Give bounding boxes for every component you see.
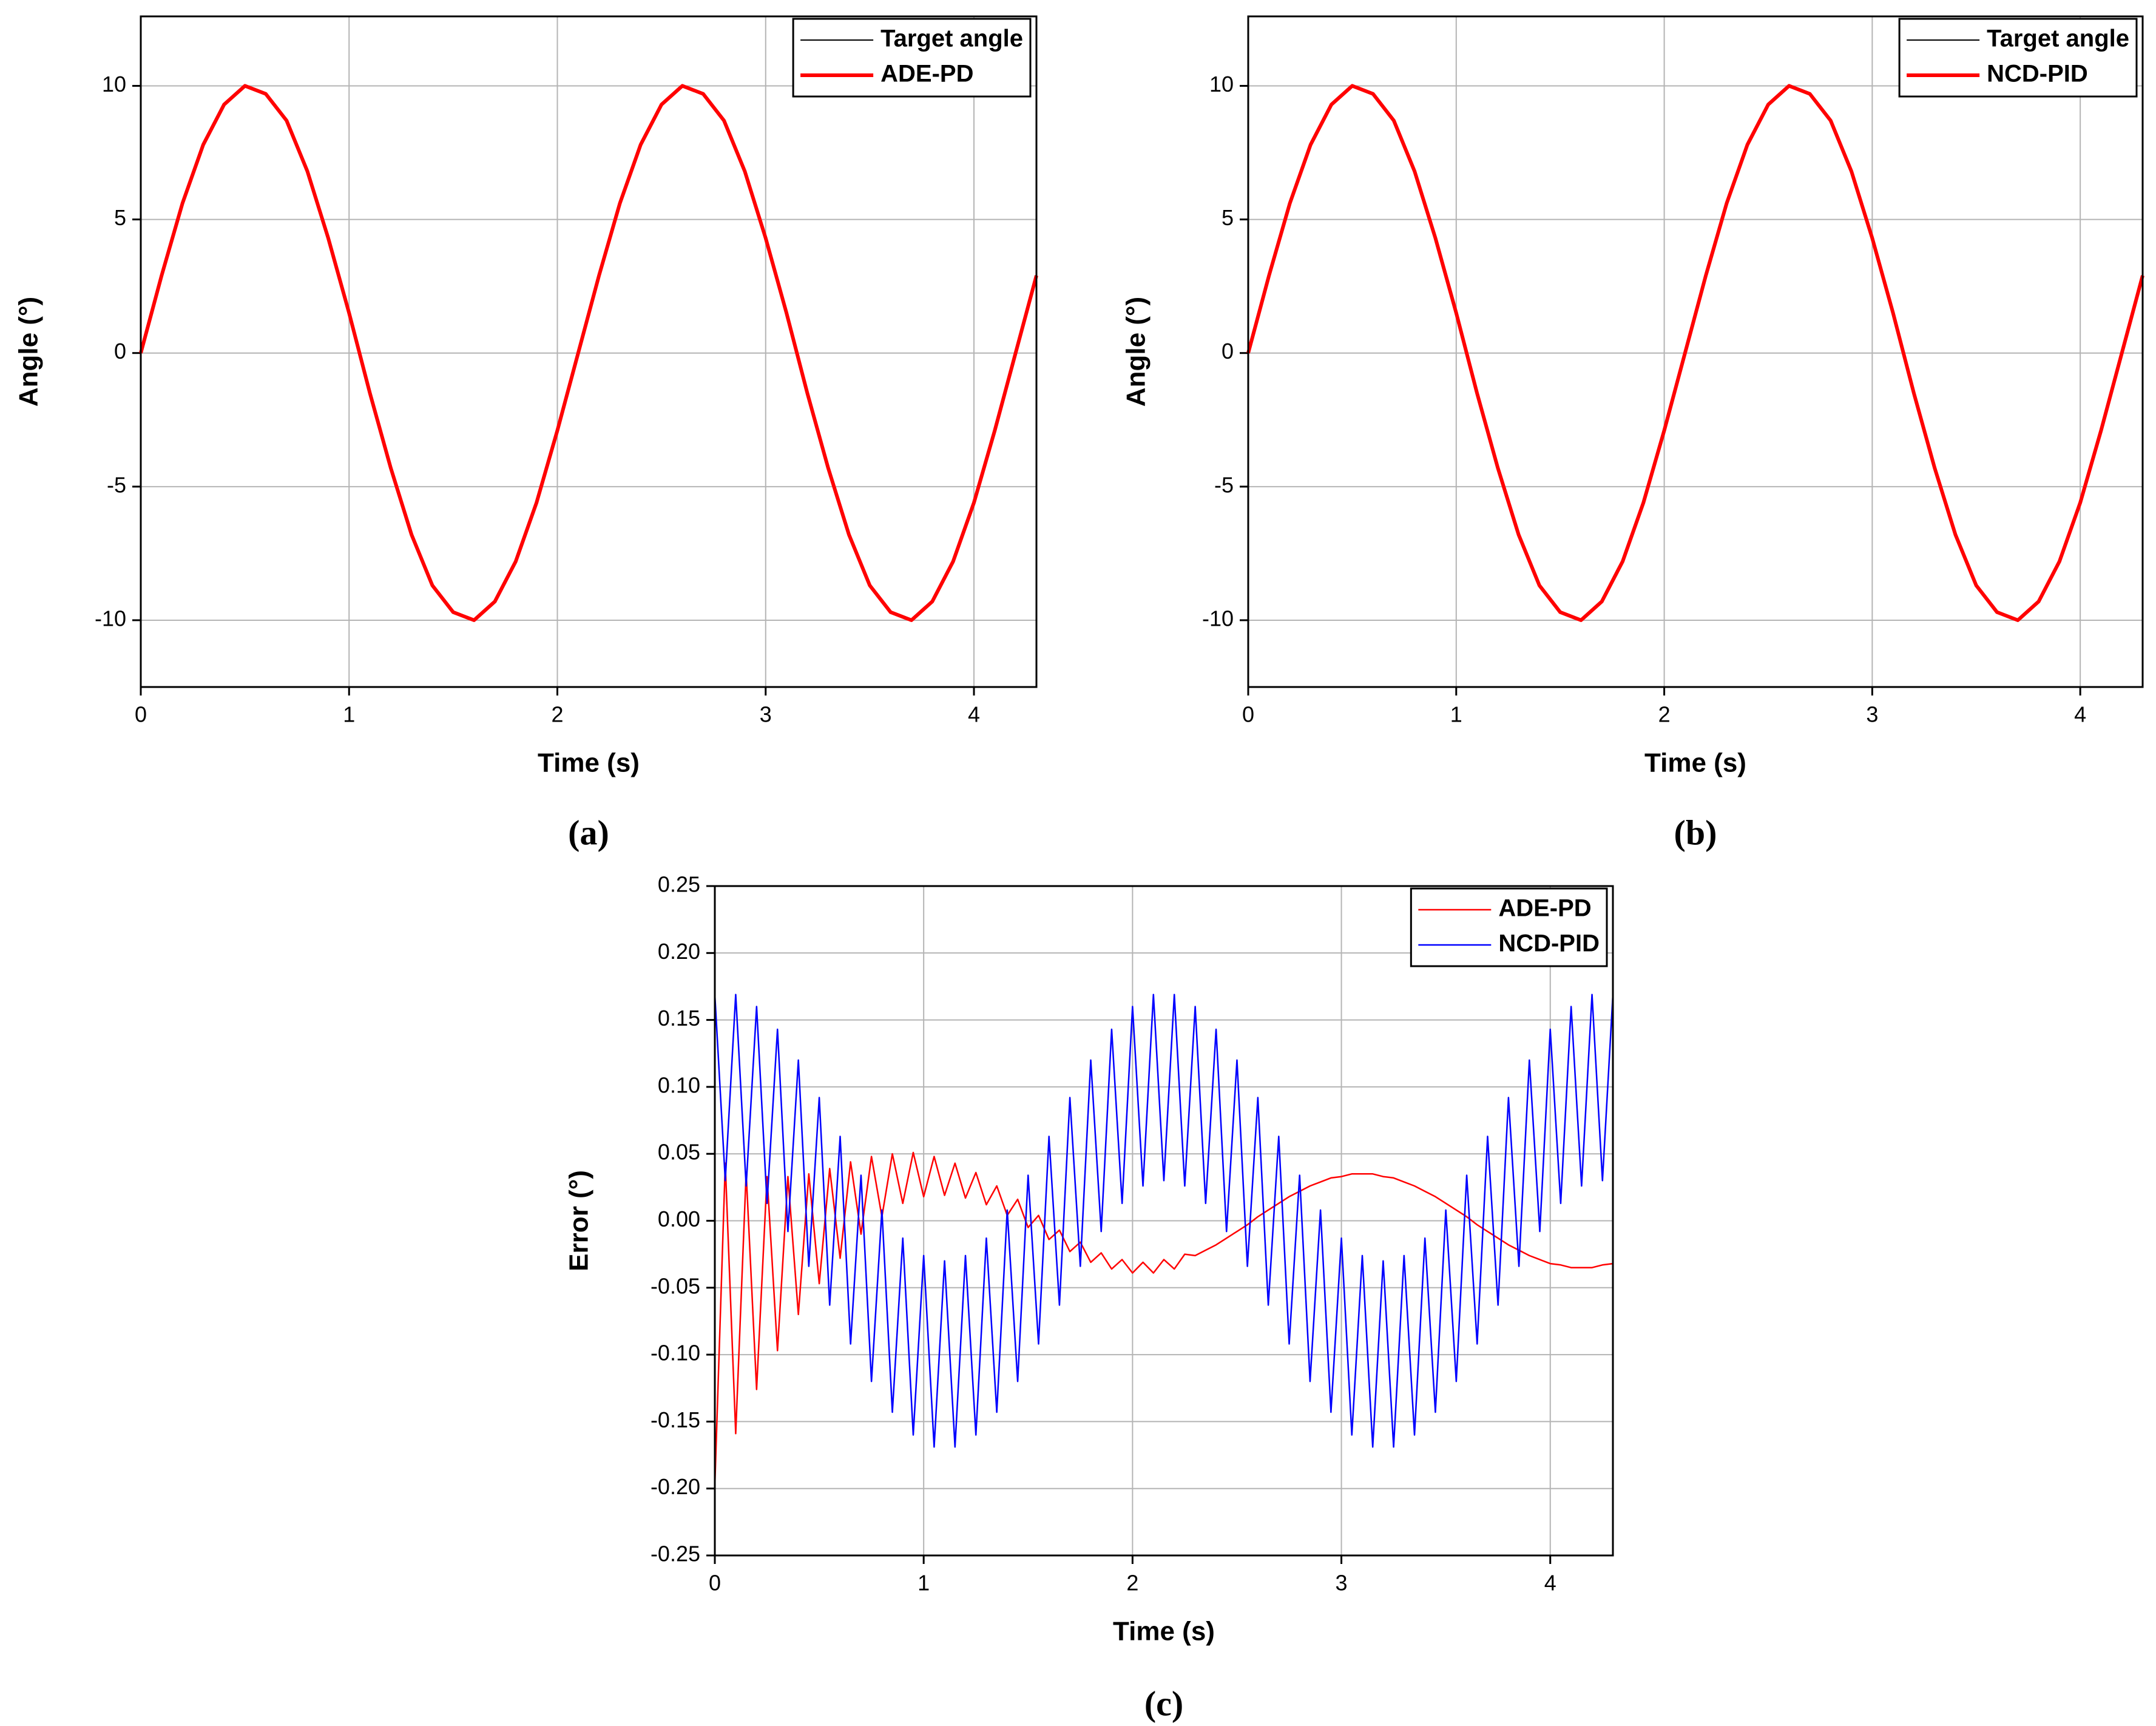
legend-box xyxy=(1898,18,2138,98)
series-line xyxy=(1246,84,2144,622)
y-tick-label: -5 xyxy=(107,472,126,497)
series-line xyxy=(139,84,1038,622)
y-tick-label: 0 xyxy=(114,339,126,364)
legend-label: ADE-PD xyxy=(880,61,973,87)
legend-label: NCD-PID xyxy=(1498,930,1600,957)
plot-frame xyxy=(1247,15,2144,688)
y-tick-label: 5 xyxy=(1222,205,1234,230)
x-tick-label: 1 xyxy=(1450,702,1462,727)
x-axis-label: Time (s) xyxy=(538,748,640,778)
x-tick-label: 0 xyxy=(709,1571,721,1596)
y-tick-label: 10 xyxy=(1209,72,1234,96)
x-tick-label: 4 xyxy=(2074,702,2086,727)
y-axis-label: Angle (°) xyxy=(14,297,44,407)
y-tick-label: -0.05 xyxy=(651,1273,700,1298)
y-tick-label: 0.10 xyxy=(658,1072,700,1097)
y-tick-label: -0.10 xyxy=(651,1341,700,1366)
caption: (b) xyxy=(1674,813,1717,852)
x-axis-label: Time (s) xyxy=(1113,1617,1215,1646)
chart: 0 1 2 3 4 -0.25 -0.20 -0.15 -0.10 -0.05 0.00 0.05 0.… xyxy=(564,872,1614,1723)
y-tick-label: 5 xyxy=(114,205,126,230)
y-tick-label: -0.15 xyxy=(651,1407,700,1432)
y-tick-label: -10 xyxy=(1202,606,1234,631)
series-line xyxy=(714,993,1614,1448)
x-tick-label: 3 xyxy=(1336,1571,1348,1596)
legend: Target angle NCD-PID xyxy=(1898,18,2138,98)
x-tick-label: 3 xyxy=(760,702,772,727)
y-tick-label: -10 xyxy=(95,606,126,631)
y-axis-label: Angle (°) xyxy=(1121,297,1151,407)
legend: Target angle ADE-PD xyxy=(792,18,1032,98)
plot-background xyxy=(1248,16,2143,687)
x-tick-label: 0 xyxy=(1242,702,1254,727)
legend-label: NCD-PID xyxy=(1987,61,2088,87)
chart: 0 1 2 3 4 -10 -5 0 5 10 Time (s) Angle (°) (a) Target… xyxy=(14,15,1038,852)
y-tick-label: 0.15 xyxy=(658,1006,700,1031)
legend-box xyxy=(792,18,1032,98)
plot-frame xyxy=(140,15,1038,688)
y-tick-label: -5 xyxy=(1214,472,1234,497)
y-tick-label: 0 xyxy=(1222,339,1234,364)
legend-label: Target angle xyxy=(1987,25,2129,52)
plot-frame xyxy=(714,885,1614,1557)
x-tick-label: 4 xyxy=(968,702,980,727)
y-tick-label: 0.25 xyxy=(658,872,700,897)
x-tick-label: 1 xyxy=(343,702,355,727)
x-tick-label: 0 xyxy=(135,702,147,727)
y-tick-label: 0.00 xyxy=(658,1207,700,1231)
legend-label: ADE-PD xyxy=(1498,895,1591,922)
legend: ADE-PD NCD-PID xyxy=(1410,887,1608,967)
y-axis-label: Error (°) xyxy=(564,1170,594,1271)
x-axis-label: Time (s) xyxy=(1644,748,1746,778)
caption: (c) xyxy=(1144,1684,1183,1723)
legend-box xyxy=(1410,887,1608,967)
x-tick-label: 3 xyxy=(1866,702,1878,727)
series-line xyxy=(714,1151,1614,1486)
x-tick-label: 2 xyxy=(551,702,563,727)
x-tick-label: 4 xyxy=(1544,1571,1556,1596)
y-tick-label: -0.25 xyxy=(651,1542,700,1566)
y-tick-label: 0.05 xyxy=(658,1140,700,1165)
y-tick-label: -0.20 xyxy=(651,1474,700,1499)
plot-background xyxy=(141,16,1036,687)
chart: 0 1 2 3 4 -10 -5 0 5 10 Time (s) Angle (°) (b) Target… xyxy=(1121,15,2144,852)
y-tick-label: 10 xyxy=(102,72,126,96)
x-tick-label: 2 xyxy=(1126,1571,1138,1596)
x-tick-label: 1 xyxy=(917,1571,930,1596)
y-tick-label: 0.20 xyxy=(658,939,700,964)
x-tick-label: 2 xyxy=(1658,702,1671,727)
legend-label: Target angle xyxy=(880,25,1023,52)
caption: (a) xyxy=(568,813,609,852)
